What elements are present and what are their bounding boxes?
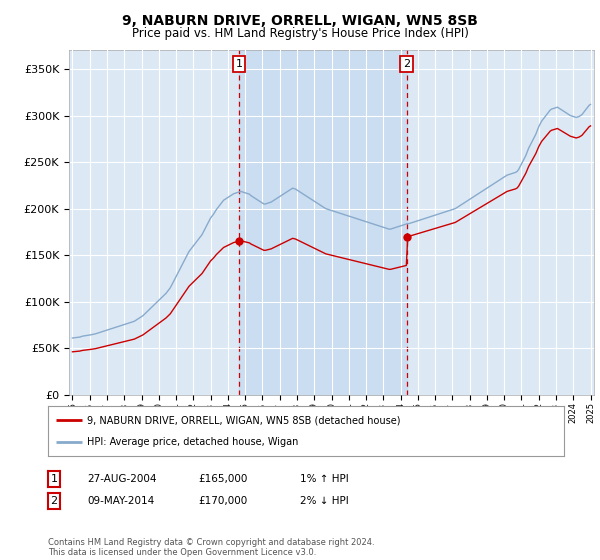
Text: 2: 2 [403,59,410,69]
Text: 27-AUG-2004: 27-AUG-2004 [87,474,157,484]
Text: 1: 1 [50,474,58,484]
Text: 2: 2 [50,496,58,506]
Text: HPI: Average price, detached house, Wigan: HPI: Average price, detached house, Wiga… [86,437,298,447]
Text: Price paid vs. HM Land Registry's House Price Index (HPI): Price paid vs. HM Land Registry's House … [131,27,469,40]
Text: 1: 1 [236,59,242,69]
Text: Contains HM Land Registry data © Crown copyright and database right 2024.
This d: Contains HM Land Registry data © Crown c… [48,538,374,557]
Text: £170,000: £170,000 [198,496,247,506]
Text: £165,000: £165,000 [198,474,247,484]
Text: 9, NABURN DRIVE, ORRELL, WIGAN, WN5 8SB (detached house): 9, NABURN DRIVE, ORRELL, WIGAN, WN5 8SB … [86,415,400,425]
Text: 09-MAY-2014: 09-MAY-2014 [87,496,154,506]
Text: 9, NABURN DRIVE, ORRELL, WIGAN, WN5 8SB: 9, NABURN DRIVE, ORRELL, WIGAN, WN5 8SB [122,14,478,28]
Text: 2% ↓ HPI: 2% ↓ HPI [300,496,349,506]
Text: 1% ↑ HPI: 1% ↑ HPI [300,474,349,484]
